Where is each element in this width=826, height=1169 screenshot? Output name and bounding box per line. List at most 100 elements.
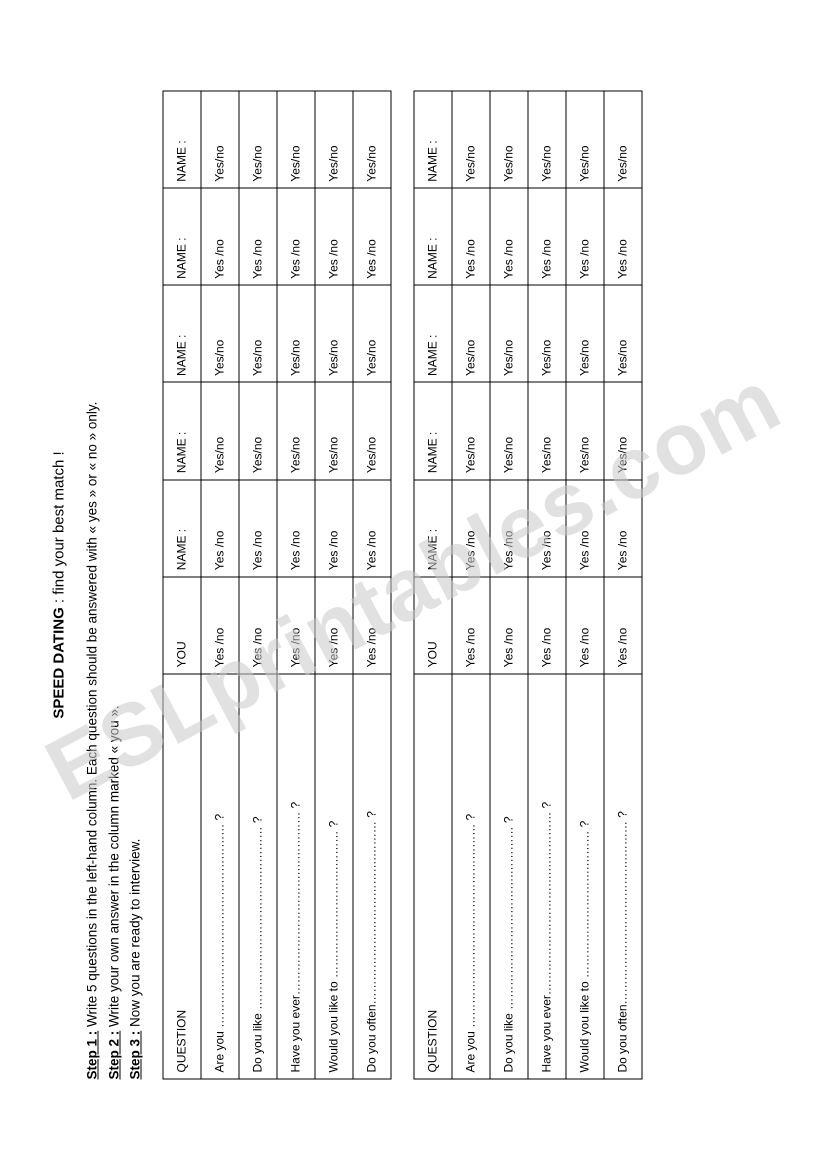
question-cell[interactable]: Have you ever………………………….…………… ? [276,673,314,1078]
answer-cell[interactable]: Yes /no [603,576,641,673]
answer-cell[interactable]: Yes /no [200,576,238,673]
answer-cell[interactable]: Yes/no [527,91,565,188]
answer-cell[interactable]: Yes/no [565,285,603,382]
answer-cell[interactable]: Yes/no [527,382,565,479]
answer-cell[interactable]: Yes /no [314,576,352,673]
table-row: Are you …………………………………………… ? Yes /no Yes … [451,91,489,1079]
speed-dating-table-2: QUESTION YOU NAME : NAME : NAME : NAME :… [413,90,642,1079]
col-question: QUESTION [413,673,451,1078]
answer-cell[interactable]: Yes /no [489,576,527,673]
col-name-3: NAME : [162,285,200,382]
answer-cell[interactable]: Yes /no [565,188,603,285]
table-row: Would you like to ……………………….……… ? Yes /n… [314,91,352,1079]
table-row: Are you …………………………………………… ? Yes /no Yes … [200,91,238,1079]
answer-cell[interactable]: Yes/no [451,382,489,479]
answer-cell[interactable]: Yes /no [451,479,489,576]
answer-cell[interactable]: Yes/no [489,382,527,479]
question-cell[interactable]: Are you …………………………………………… ? [200,673,238,1078]
answer-cell[interactable]: Yes /no [603,188,641,285]
answer-cell[interactable]: Yes /no [276,576,314,673]
col-name-3: NAME : [413,285,451,382]
answer-cell[interactable]: Yes /no [527,479,565,576]
answer-cell[interactable]: Yes/no [314,382,352,479]
answer-cell[interactable]: Yes /no [565,576,603,673]
step-1-text: Write 5 questions in the left-hand colum… [84,401,99,1030]
answer-cell[interactable]: Yes/no [565,91,603,188]
answer-cell[interactable]: Yes /no [238,188,276,285]
step-2-label: Step 2 : [106,1030,121,1079]
step-1: Step 1 : Write 5 questions in the left-h… [81,90,103,1079]
answer-cell[interactable]: Yes /no [489,479,527,576]
table-header-row: QUESTION YOU NAME : NAME : NAME : NAME :… [413,91,451,1079]
answer-cell[interactable]: Yes /no [603,479,641,576]
table-row: Do you like …………………………….………… ? Yes /no Y… [238,91,276,1079]
question-cell[interactable]: Have you ever………………………….…………… ? [527,673,565,1078]
answer-cell[interactable]: Yes/no [352,91,390,188]
question-cell[interactable]: Would you like to ……………………….……… ? [314,673,352,1078]
answer-cell[interactable]: Yes/no [603,382,641,479]
question-cell[interactable]: Are you …………………………………………… ? [451,673,489,1078]
answer-cell[interactable]: Yes/no [489,91,527,188]
worksheet-page: SPEED DATING : find your best match ! St… [0,0,826,1169]
col-you: YOU [413,576,451,673]
answer-cell[interactable]: Yes/no [238,382,276,479]
table-row: Do you like …………………………….………… ? Yes /no Y… [489,91,527,1079]
answer-cell[interactable]: Yes /no [200,479,238,576]
answer-cell[interactable]: Yes/no [200,285,238,382]
table-row: Do you often……………………………….……… ? Yes /no Y… [352,91,390,1079]
table-row: Would you like to ……………………….……… ? Yes /n… [565,91,603,1079]
answer-cell[interactable]: Yes/no [527,285,565,382]
answer-cell[interactable]: Yes /no [276,479,314,576]
title-bold: SPEED DATING [50,607,67,718]
col-name-4: NAME : [162,188,200,285]
answer-cell[interactable]: Yes /no [451,188,489,285]
question-cell[interactable]: Do you like …………………………….………… ? [489,673,527,1078]
step-2-text: Write your own answer in the column mark… [106,705,121,1030]
answer-cell[interactable]: Yes /no [489,188,527,285]
answer-cell[interactable]: Yes/no [200,91,238,188]
question-cell[interactable]: Would you like to ……………………….……… ? [565,673,603,1078]
question-cell[interactable]: Do you often……………………………….……… ? [603,673,641,1078]
answer-cell[interactable]: Yes /no [238,479,276,576]
answer-cell[interactable]: Yes/no [603,91,641,188]
answer-cell[interactable]: Yes/no [451,285,489,382]
answer-cell[interactable]: Yes /no [276,188,314,285]
answer-cell[interactable]: Yes /no [451,576,489,673]
answer-cell[interactable]: Yes/no [489,285,527,382]
answer-cell[interactable]: Yes/no [276,91,314,188]
speed-dating-table-1: QUESTION YOU NAME : NAME : NAME : NAME :… [162,90,391,1079]
answer-cell[interactable]: Yes /no [352,479,390,576]
question-cell[interactable]: Do you often……………………………….……… ? [352,673,390,1078]
col-name-5: NAME : [162,91,200,188]
answer-cell[interactable]: Yes/no [314,285,352,382]
answer-cell[interactable]: Yes /no [565,479,603,576]
col-name-1: NAME : [413,479,451,576]
answer-cell[interactable]: Yes/no [352,382,390,479]
answer-cell[interactable]: Yes/no [314,91,352,188]
answer-cell[interactable]: Yes /no [238,576,276,673]
answer-cell[interactable]: Yes/no [276,382,314,479]
col-you: YOU [162,576,200,673]
answer-cell[interactable]: Yes /no [352,188,390,285]
answer-cell[interactable]: Yes/no [238,91,276,188]
answer-cell[interactable]: Yes /no [314,188,352,285]
answer-cell[interactable]: Yes/no [451,91,489,188]
answer-cell[interactable]: Yes /no [200,188,238,285]
answer-cell[interactable]: Yes/no [352,285,390,382]
question-cell[interactable]: Do you like …………………………….………… ? [238,673,276,1078]
instructions: Step 1 : Write 5 questions in the left-h… [81,90,146,1079]
step-2: Step 2 : Write your own answer in the co… [103,90,125,1079]
answer-cell[interactable]: Yes/no [603,285,641,382]
col-name-5: NAME : [413,91,451,188]
answer-cell[interactable]: Yes /no [527,576,565,673]
step-3-text: Now you are ready to interview. [127,838,142,1030]
answer-cell[interactable]: Yes/no [565,382,603,479]
answer-cell[interactable]: Yes/no [238,285,276,382]
answer-cell[interactable]: Yes /no [527,188,565,285]
answer-cell[interactable]: Yes/no [276,285,314,382]
answer-cell[interactable]: Yes /no [314,479,352,576]
col-name-1: NAME : [162,479,200,576]
answer-cell[interactable]: Yes/no [200,382,238,479]
answer-cell[interactable]: Yes /no [352,576,390,673]
col-question: QUESTION [162,673,200,1078]
